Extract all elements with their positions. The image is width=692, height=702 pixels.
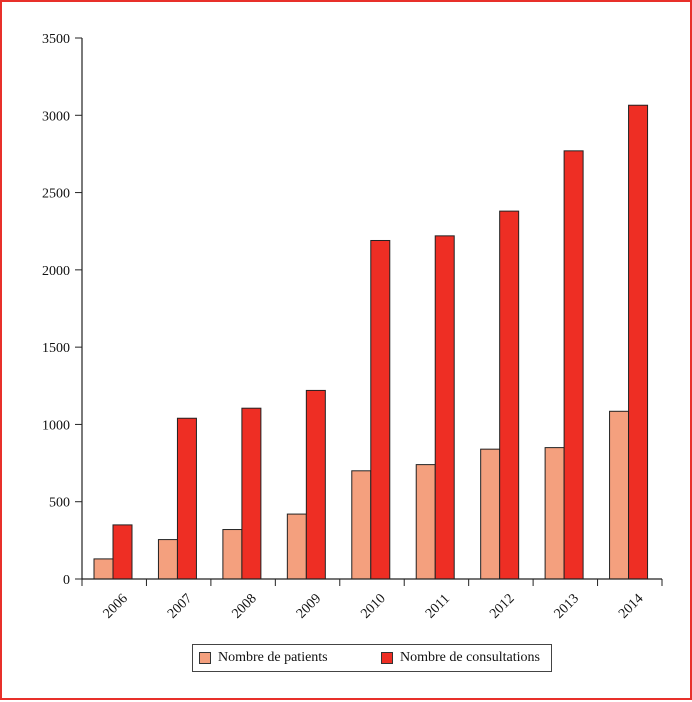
bar-consultations-2006 <box>112 524 133 580</box>
bar-patients-2011 <box>415 464 436 580</box>
y-tick-label: 500 <box>49 496 70 511</box>
bar-patients-2009 <box>286 513 307 580</box>
legend-swatch-patients <box>199 652 211 664</box>
bar-patients-2010 <box>351 470 372 580</box>
legend-swatch-consultations <box>381 652 393 664</box>
bar-patients-2013 <box>544 447 565 580</box>
y-tick-label: 3500 <box>42 32 70 47</box>
bar-consultations-2008 <box>241 407 262 580</box>
bar-consultations-2007 <box>176 417 197 580</box>
y-tick-label: 3000 <box>42 109 70 124</box>
bar-patients-2014 <box>609 410 630 580</box>
bar-consultations-2012 <box>499 210 520 580</box>
x-tick-label: 2013 <box>552 591 582 621</box>
x-tick-label: 2006 <box>101 591 131 621</box>
y-tick-label: 2500 <box>42 187 70 202</box>
bar-consultations-2009 <box>305 389 326 580</box>
bar-consultations-2010 <box>370 239 391 580</box>
legend-item-patients: Nombre de patients <box>199 645 328 671</box>
bar-consultations-2011 <box>434 235 455 580</box>
x-tick-label: 2009 <box>294 591 324 621</box>
x-tick-label: 2008 <box>229 591 259 621</box>
x-tick-label: 2010 <box>358 591 388 621</box>
y-tick-label: 1500 <box>42 341 70 356</box>
y-tick-label: 1000 <box>42 418 70 433</box>
y-tick-label: 0 <box>63 573 70 588</box>
bar-consultations-2013 <box>563 150 584 580</box>
legend: Nombre de patients Nombre de consultatio… <box>192 644 552 672</box>
bar-patients-2007 <box>157 539 178 580</box>
x-tick-label: 2014 <box>616 591 646 621</box>
legend-item-consultations: Nombre de consultations <box>381 645 540 671</box>
bar-patients-2006 <box>93 558 114 580</box>
legend-label-consultations: Nombre de consultations <box>400 650 540 665</box>
bar-consultations-2014 <box>628 104 649 580</box>
y-tick-label: 2000 <box>42 264 70 279</box>
bar-patients-2012 <box>480 448 501 580</box>
bar-patients-2008 <box>222 529 243 580</box>
legend-label-patients: Nombre de patients <box>218 650 328 665</box>
x-tick-label: 2012 <box>487 591 517 621</box>
x-tick-label: 2007 <box>165 591 195 621</box>
x-tick-label: 2011 <box>423 592 453 622</box>
